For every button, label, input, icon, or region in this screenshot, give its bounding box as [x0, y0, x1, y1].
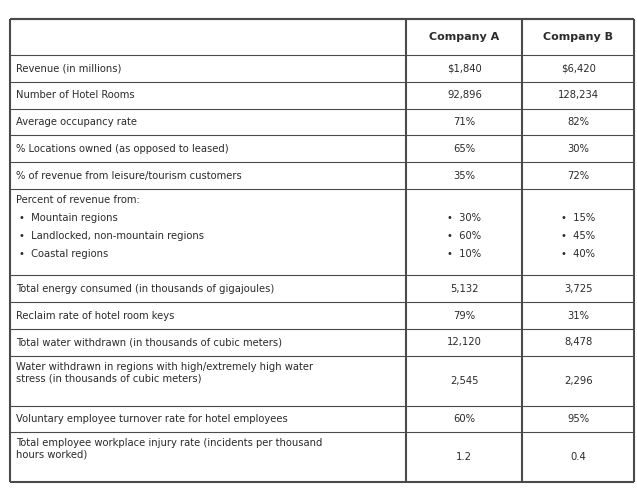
Text: Total water withdrawn (in thousands of cubic meters): Total water withdrawn (in thousands of c…: [16, 337, 282, 347]
Text: 0.4: 0.4: [571, 452, 586, 462]
Text: •  Coastal regions: • Coastal regions: [19, 249, 108, 259]
Text: 82%: 82%: [568, 117, 589, 127]
Text: Water withdrawn in regions with high/extremely high water
stress (in thousands o: Water withdrawn in regions with high/ext…: [16, 362, 313, 383]
Text: Reclaim rate of hotel room keys: Reclaim rate of hotel room keys: [16, 310, 175, 321]
Text: •  Mountain regions: • Mountain regions: [19, 213, 118, 223]
Text: Total employee workplace injury rate (incidents per thousand
hours worked): Total employee workplace injury rate (in…: [16, 438, 322, 460]
Text: $1,840: $1,840: [447, 63, 482, 73]
Text: % of revenue from leisure/tourism customers: % of revenue from leisure/tourism custom…: [16, 171, 241, 181]
Text: 128,234: 128,234: [558, 90, 599, 100]
Text: •  40%: • 40%: [561, 249, 596, 259]
Text: 1.2: 1.2: [456, 452, 473, 462]
Text: 60%: 60%: [454, 414, 475, 424]
Text: 95%: 95%: [568, 414, 589, 424]
Text: 79%: 79%: [454, 310, 475, 321]
Text: •  60%: • 60%: [447, 231, 482, 241]
Text: Average occupancy rate: Average occupancy rate: [16, 117, 137, 127]
Text: 35%: 35%: [454, 171, 475, 181]
Text: $6,420: $6,420: [561, 63, 596, 73]
Text: Number of Hotel Rooms: Number of Hotel Rooms: [16, 90, 134, 100]
Text: •  30%: • 30%: [447, 213, 482, 223]
Text: 2,296: 2,296: [564, 376, 592, 386]
Text: 65%: 65%: [454, 144, 475, 154]
Text: Company B: Company B: [543, 32, 613, 41]
Text: 5,132: 5,132: [450, 284, 478, 294]
Text: 72%: 72%: [568, 171, 589, 181]
Text: Revenue (in millions): Revenue (in millions): [16, 63, 121, 73]
Text: 92,896: 92,896: [447, 90, 482, 100]
Text: 31%: 31%: [568, 310, 589, 321]
Text: •  15%: • 15%: [561, 213, 596, 223]
Text: •  Landlocked, non-mountain regions: • Landlocked, non-mountain regions: [19, 231, 204, 241]
Text: 2,545: 2,545: [450, 376, 478, 386]
Text: Company A: Company A: [429, 32, 499, 41]
Text: 3,725: 3,725: [564, 284, 592, 294]
Text: 71%: 71%: [454, 117, 475, 127]
Text: 12,120: 12,120: [447, 337, 482, 347]
Text: •  45%: • 45%: [561, 231, 596, 241]
Text: Total energy consumed (in thousands of gigajoules): Total energy consumed (in thousands of g…: [16, 284, 274, 294]
Text: Percent of revenue from:: Percent of revenue from:: [16, 195, 140, 205]
Text: % Locations owned (as opposed to leased): % Locations owned (as opposed to leased): [16, 144, 229, 154]
Text: 8,478: 8,478: [564, 337, 592, 347]
Text: Voluntary employee turnover rate for hotel employees: Voluntary employee turnover rate for hot…: [16, 414, 288, 424]
Text: •  10%: • 10%: [447, 249, 482, 259]
Text: 30%: 30%: [568, 144, 589, 154]
